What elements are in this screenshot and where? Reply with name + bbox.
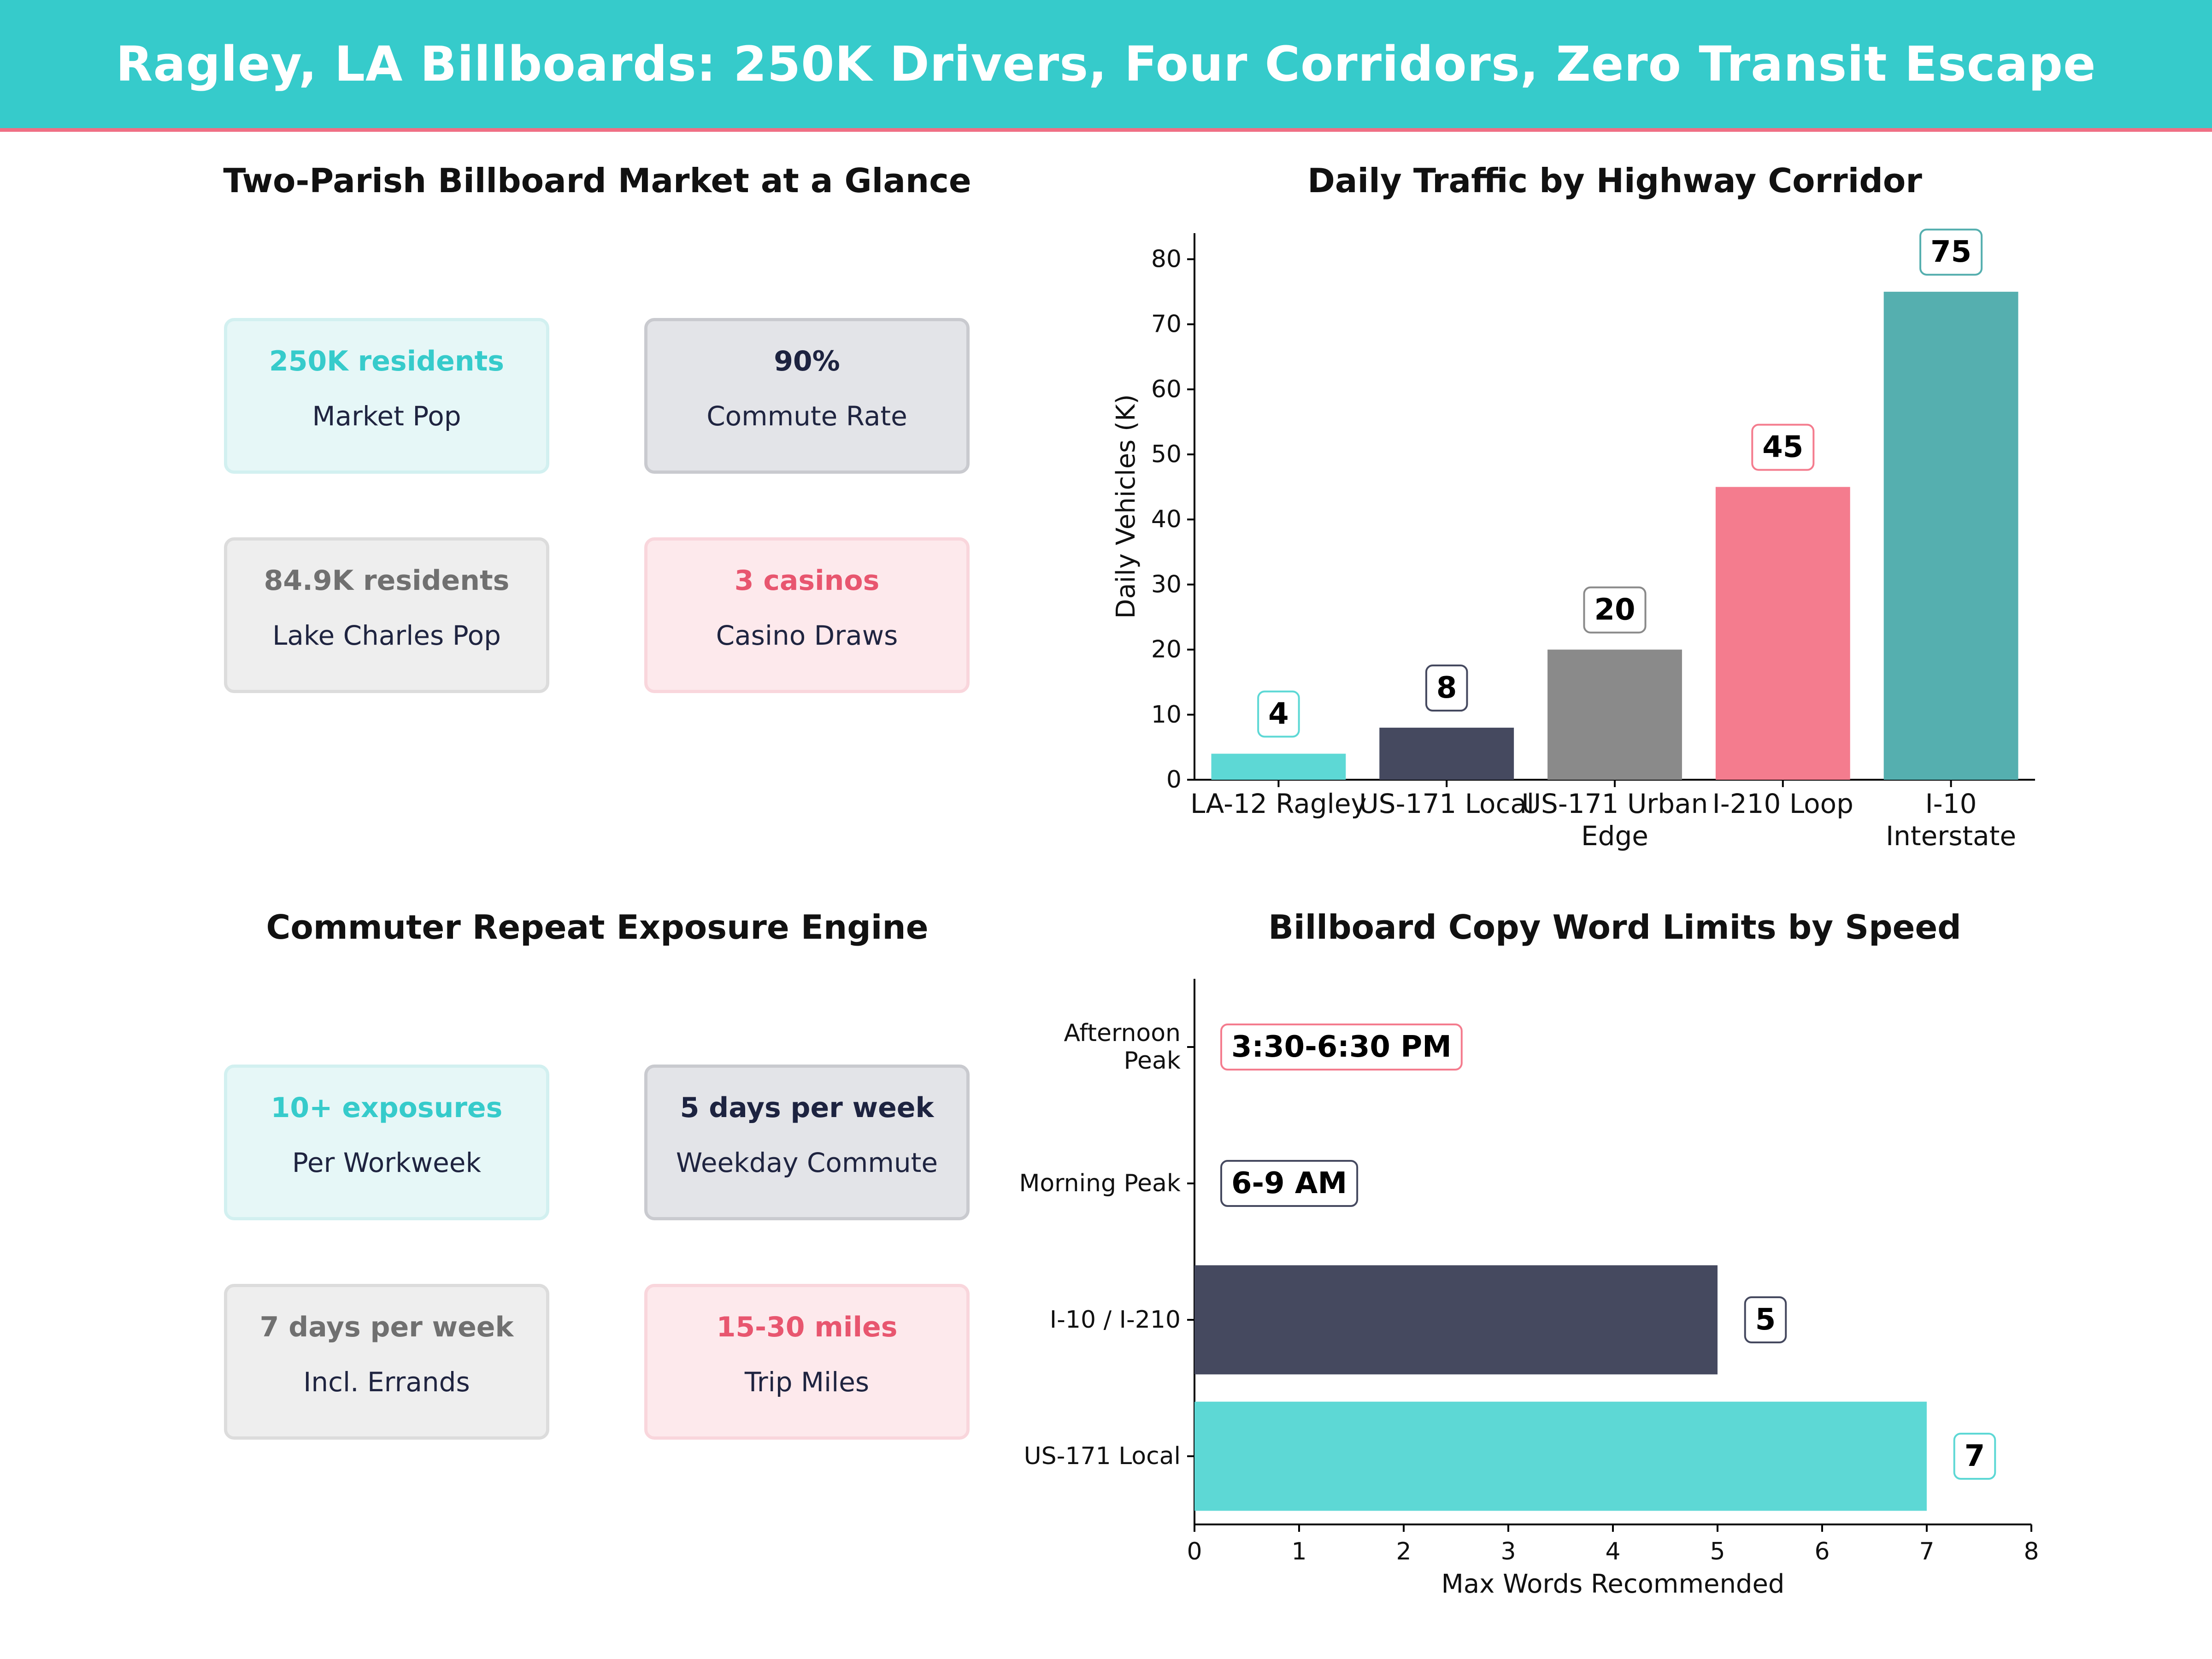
traffic-value-label: 20 xyxy=(1594,593,1635,627)
wordlimit-annotation: 6-9 AM xyxy=(1231,1166,1347,1200)
y-axis-title: Daily Vehicles (K) xyxy=(1111,394,1141,618)
y-tick-label: 0 xyxy=(1166,766,1182,794)
traffic-bar xyxy=(1547,649,1682,780)
kpi-label: Commute Rate xyxy=(706,400,907,432)
x-tick-label: 7 xyxy=(1919,1538,1934,1565)
x-tick-label: 5 xyxy=(1710,1538,1725,1565)
y-tick-label: 30 xyxy=(1151,571,1182,598)
y-tick-label: I-10 / I-210 xyxy=(1050,1306,1181,1334)
kpi-label: Market Pop xyxy=(312,400,461,432)
kpi-label: Per Workweek xyxy=(292,1147,482,1178)
x-tick-label: 4 xyxy=(1605,1538,1620,1565)
traffic-value-label-box xyxy=(1919,229,1983,276)
x-tick-label: 6 xyxy=(1814,1538,1830,1565)
kpi-card: 5 days per week Weekday Commute xyxy=(644,1065,970,1220)
traffic-value-label: 8 xyxy=(1436,671,1457,705)
kpi-card: 7 days per week Incl. Errands xyxy=(224,1284,549,1440)
x-tick-label: 1 xyxy=(1291,1538,1306,1565)
x-tick-label: 3 xyxy=(1500,1538,1516,1565)
kpi-value: 7 days per week xyxy=(259,1311,514,1343)
kpi-value: 15-30 miles xyxy=(716,1311,898,1343)
wordlimit-annotation: 3:30-6:30 PM xyxy=(1231,1030,1452,1064)
y-tick-label: 50 xyxy=(1151,441,1182,468)
y-tick-label: Afternoon xyxy=(1064,1019,1181,1047)
y-tick-label: 80 xyxy=(1151,245,1182,273)
x-tick-label: I-210 Loop xyxy=(1712,788,1853,819)
kpi-card: 250K residents Market Pop xyxy=(224,318,549,474)
traffic-bar xyxy=(1379,728,1514,780)
kpi-label: Trip Miles xyxy=(744,1366,870,1398)
x-tick-label: 2 xyxy=(1396,1538,1411,1565)
wordlimit-annotation-box xyxy=(1220,1160,1359,1207)
traffic-value-label-box xyxy=(1751,424,1815,471)
x-tick-label: LA-12 Ragley xyxy=(1190,788,1367,819)
kpi-value: 250K residents xyxy=(269,345,504,377)
x-tick-label: US-171 Local xyxy=(1359,788,1534,819)
x-tick-label: I-10 xyxy=(1925,788,1977,819)
kpi-value: 90% xyxy=(774,345,840,377)
wordlimit-value-label: 7 xyxy=(1965,1439,1985,1473)
x-tick-label: US-171 Urban xyxy=(1522,788,1708,819)
traffic-value-label: 75 xyxy=(1930,235,1971,269)
wordlimit-value-label: 5 xyxy=(1755,1303,1776,1337)
kpi-label: Lake Charles Pop xyxy=(272,620,501,651)
wordlimit-chart-title: Billboard Copy Word Limits by Speed xyxy=(1268,908,1961,947)
wordlimit-value-label-box xyxy=(1953,1433,1996,1480)
kpi-value: 5 days per week xyxy=(680,1092,934,1124)
traffic-value-label: 4 xyxy=(1268,697,1289,731)
kpi-card: 10+ exposures Per Workweek xyxy=(224,1065,549,1220)
y-tick-label: 60 xyxy=(1151,376,1182,403)
y-tick-label: 20 xyxy=(1151,636,1182,664)
header-banner: Ragley, LA Billboards: 250K Drivers, Fou… xyxy=(0,0,2212,132)
kpi-label: Incl. Errands xyxy=(303,1366,470,1398)
page-title: Ragley, LA Billboards: 250K Drivers, Fou… xyxy=(116,36,2096,92)
kpi-card: 84.9K residents Lake Charles Pop xyxy=(224,537,549,693)
y-tick-label: 10 xyxy=(1151,701,1182,729)
x-tick-label: Edge xyxy=(1581,820,1648,852)
wordlimit-bar xyxy=(1194,1265,1718,1375)
x-tick-label: 0 xyxy=(1187,1538,1202,1565)
kpi-card: 90% Commute Rate xyxy=(644,318,970,474)
kpi-label: Casino Draws xyxy=(716,620,898,651)
traffic-value-label: 45 xyxy=(1762,430,1803,465)
kpi-card: 3 casinos Casino Draws xyxy=(644,537,970,693)
wordlimit-bar xyxy=(1194,1401,1927,1511)
y-tick-label: 40 xyxy=(1151,506,1182,533)
kpi-value: 3 casinos xyxy=(734,565,880,597)
traffic-value-label-box xyxy=(1583,586,1647,634)
x-axis-title: Max Words Recommended xyxy=(1441,1569,1785,1599)
wordlimit-value-label-box xyxy=(1744,1296,1787,1343)
kpi-value: 10+ exposures xyxy=(271,1092,503,1124)
kpi-label: Weekday Commute xyxy=(676,1147,938,1178)
traffic-chart-title: Daily Traffic by Highway Corridor xyxy=(1307,161,1922,200)
traffic-bar xyxy=(1211,753,1346,780)
kpi-card: 15-30 miles Trip Miles xyxy=(644,1284,970,1440)
y-tick-label: 70 xyxy=(1151,311,1182,338)
traffic-value-label-box xyxy=(1257,690,1300,738)
y-tick-label: Peak xyxy=(1124,1047,1181,1075)
wordlimit-annotation-box xyxy=(1220,1024,1463,1071)
traffic-bar xyxy=(1883,292,2018,780)
market-panel-title: Two-Parish Billboard Market at a Glance xyxy=(223,161,971,200)
y-tick-label: US-171 Local xyxy=(1024,1442,1181,1470)
x-tick-label: 8 xyxy=(2024,1538,2039,1565)
traffic-bar xyxy=(1715,487,1850,780)
y-tick-label: Morning Peak xyxy=(1019,1170,1181,1197)
kpi-value: 84.9K residents xyxy=(264,565,510,597)
x-tick-label: Interstate xyxy=(1886,820,2016,852)
traffic-value-label-box xyxy=(1425,665,1468,712)
exposure-panel-title: Commuter Repeat Exposure Engine xyxy=(266,908,929,947)
